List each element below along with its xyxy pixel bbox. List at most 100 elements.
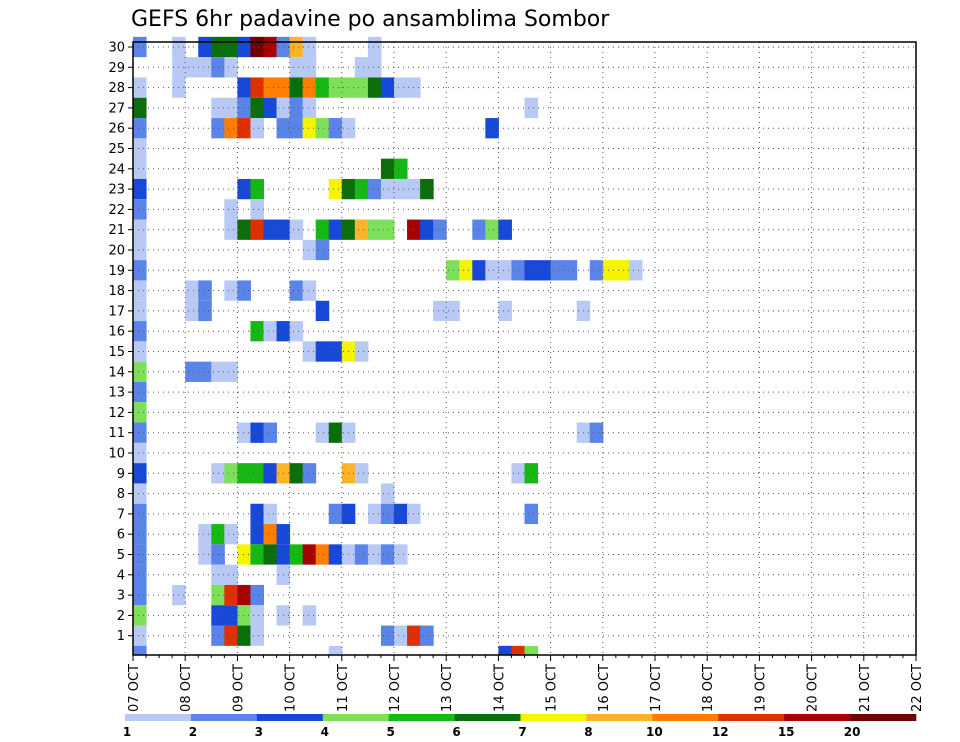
heatmap-cell (133, 300, 147, 322)
heatmap-cell (524, 645, 539, 655)
heatmap-cell (133, 361, 147, 382)
heatmap-cell (263, 524, 278, 545)
heatmap-cell (485, 219, 499, 240)
heatmap-cell (133, 199, 147, 220)
heatmap-cell (263, 422, 278, 443)
heatmap-cell (589, 260, 604, 281)
x-tick-label: 13 OCT (440, 664, 455, 712)
heatmap-cell (289, 36, 304, 58)
heatmap-cell (302, 239, 317, 261)
heatmap-cell (354, 463, 369, 484)
heatmap-cell (380, 77, 395, 98)
heatmap-cell (498, 645, 512, 655)
y-tick-label: 22 (108, 203, 125, 218)
heatmap-cell (302, 463, 317, 484)
y-tick-label: 4 (117, 568, 125, 583)
heatmap-cell (224, 564, 238, 585)
heatmap-cell (250, 36, 264, 58)
heatmap-cell (302, 77, 317, 98)
colorbar-level-label: 4 (321, 725, 329, 739)
heatmap-cell (315, 77, 330, 98)
heatmap-cell (224, 97, 238, 119)
heatmap-cell (302, 280, 317, 301)
heatmap-cell (328, 77, 343, 98)
heatmap-cell (498, 300, 512, 322)
heatmap-cell (185, 361, 199, 382)
heatmap-cell (289, 118, 304, 139)
heatmap-cell (315, 219, 330, 240)
heatmap-cell (237, 118, 251, 139)
colorbar-swatch (454, 714, 521, 721)
heatmap-cell (263, 321, 278, 342)
heatmap-cell (315, 341, 330, 362)
heatmap-cell (133, 625, 147, 646)
heatmap-cell (250, 118, 264, 139)
y-tick-label: 17 (108, 304, 125, 319)
heatmap-cell (198, 57, 212, 78)
heatmap-cell (263, 463, 278, 484)
heatmap-cell (198, 300, 212, 322)
y-tick-label: 14 (108, 365, 125, 380)
heatmap-cell (302, 57, 317, 78)
heatmap-cell (289, 57, 304, 78)
colorbar-level-label: 12 (712, 725, 729, 739)
heatmap-cell (328, 503, 343, 525)
y-axis: 1234567891011121314151617181920212223242… (108, 41, 133, 644)
heatmap-cell (550, 260, 565, 281)
heatmap-cell (133, 442, 147, 464)
heatmap-cell (133, 36, 147, 58)
heatmap-cell (328, 422, 343, 443)
colorbar-swatch (520, 714, 587, 721)
heatmap-cell (250, 199, 264, 220)
heatmap-cell (380, 178, 395, 200)
heatmap-cell (250, 77, 264, 98)
heatmap-cell (315, 239, 330, 261)
heatmap-cell (394, 503, 408, 525)
heatmap-cell (289, 463, 304, 484)
heatmap-cell (524, 260, 539, 281)
heatmap-cell (615, 260, 630, 281)
colorbar-level-label: 5 (386, 725, 394, 739)
heatmap-cell (133, 97, 147, 119)
heatmap-cell (459, 260, 473, 281)
colorbar-swatch (190, 714, 258, 721)
heatmap-cell (198, 544, 212, 565)
heatmap-cell (263, 544, 278, 565)
heatmap-cell (328, 219, 343, 240)
x-tick-label: 09 OCT (231, 664, 246, 712)
y-tick-label: 30 (108, 41, 125, 56)
heatmap-cell (354, 219, 369, 240)
heatmap-cell (133, 219, 147, 240)
heatmap-cell (354, 57, 369, 78)
heatmap-cell (367, 544, 382, 565)
heatmap-cell (380, 219, 395, 240)
heatmap-cell (394, 178, 408, 200)
y-tick-label: 9 (117, 467, 125, 482)
heatmap-cell (602, 260, 617, 281)
heatmap-cell (289, 280, 304, 301)
heatmap-cell (328, 178, 343, 200)
y-tick-label: 7 (117, 507, 125, 522)
heatmap-cell (498, 260, 512, 281)
heatmap-cell (237, 219, 251, 240)
heatmap-cell (133, 341, 147, 362)
x-tick-label: 22 OCT (910, 664, 925, 712)
heatmap-cells (133, 36, 643, 655)
y-tick-label: 25 (108, 142, 125, 157)
colorbar-level-label: 7 (518, 725, 526, 739)
y-tick-label: 28 (108, 81, 125, 96)
heatmap-cell (328, 118, 343, 139)
colorbar-level-label: 2 (189, 725, 197, 739)
heatmap-cell (354, 77, 369, 98)
heatmap-cell (224, 463, 238, 484)
heatmap-cell (250, 605, 264, 626)
heatmap-cell (263, 77, 278, 98)
heatmap-cell (524, 503, 539, 525)
heatmap-cell (250, 503, 264, 525)
y-tick-label: 1 (117, 629, 125, 644)
heatmap-cell (133, 544, 147, 565)
heatmap-cell (198, 280, 212, 301)
colorbar-swatch (718, 714, 785, 721)
heatmap-cell (472, 260, 486, 281)
heatmap-cell (328, 645, 343, 655)
